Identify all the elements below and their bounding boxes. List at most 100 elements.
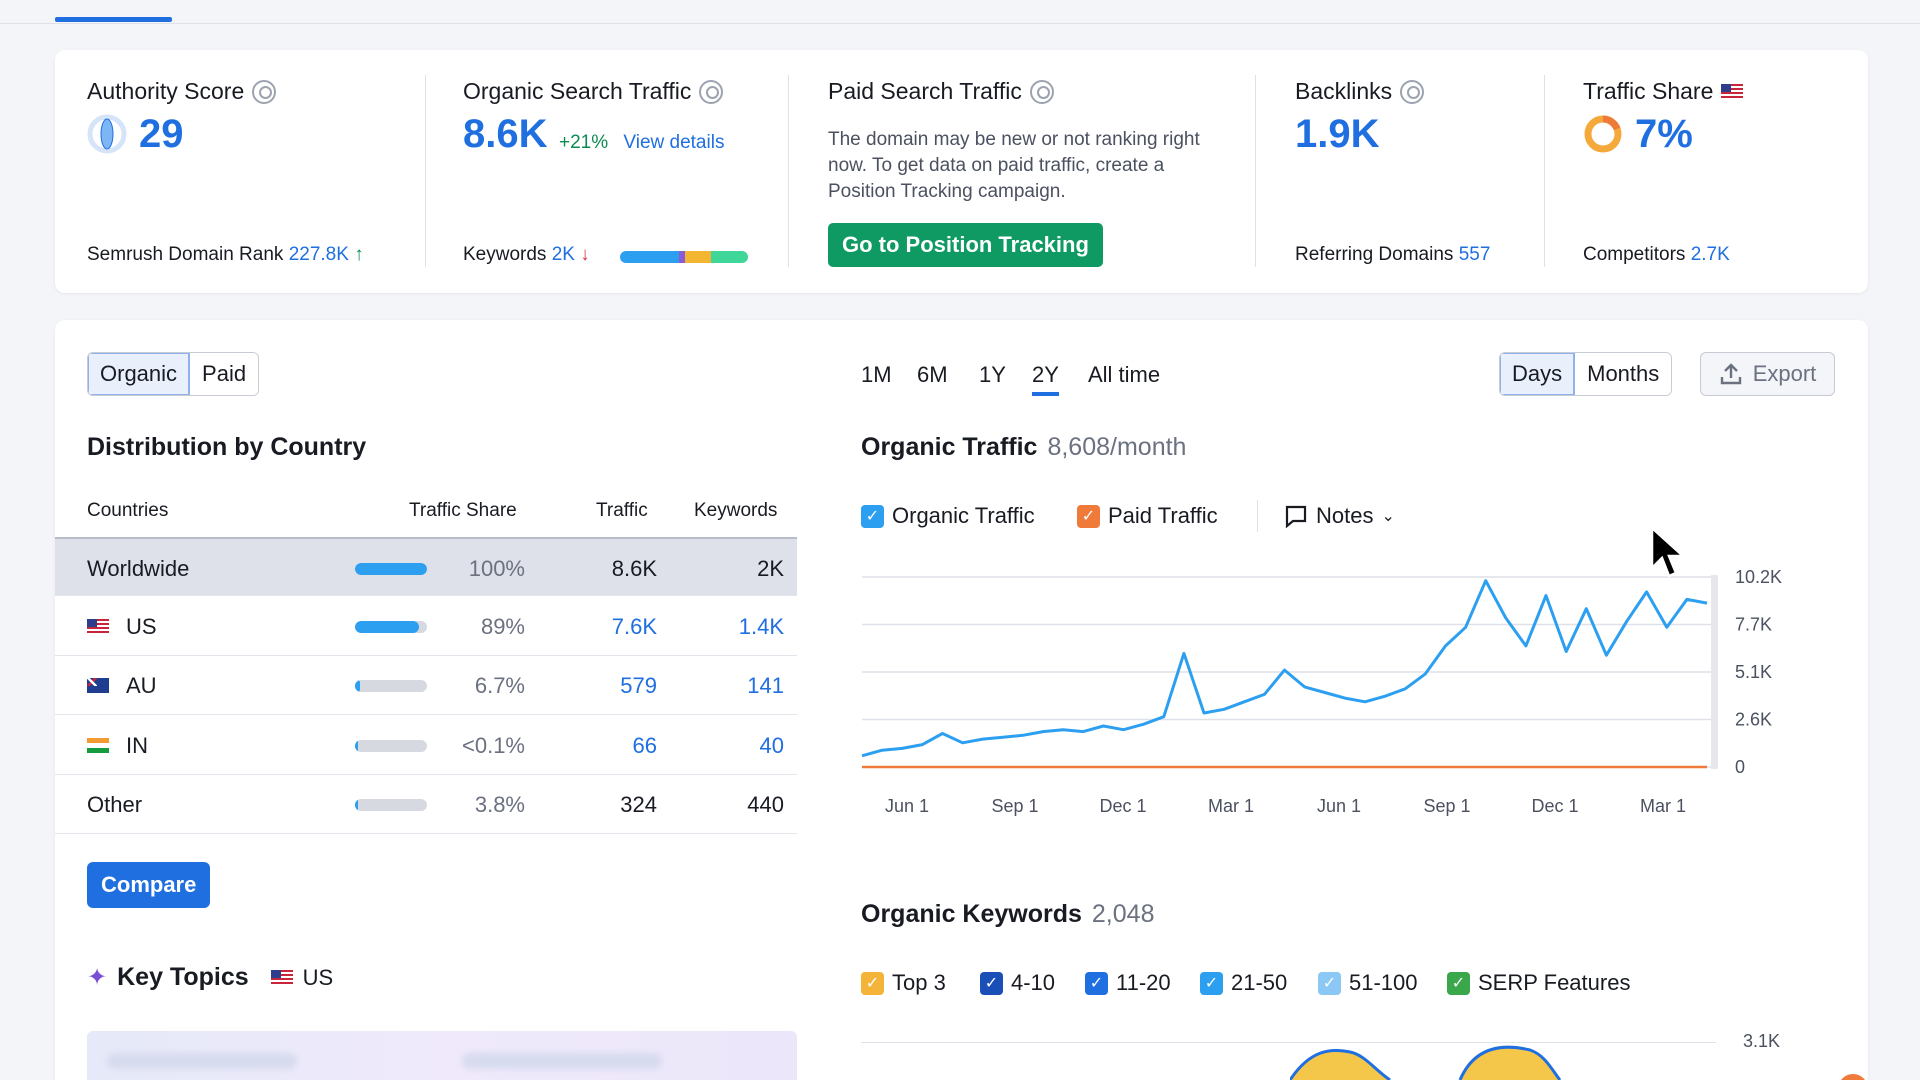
notes-label: Notes bbox=[1316, 503, 1374, 528]
paid-toggle-button[interactable]: Paid bbox=[190, 353, 259, 395]
keywords-value[interactable]: 1.4K bbox=[738, 613, 784, 639]
checkbox-checked-icon: ✓ bbox=[1200, 971, 1223, 995]
organic-traffic-title: Organic Search Traffic bbox=[463, 78, 724, 105]
organic-paid-toggle: Organic Paid bbox=[87, 352, 260, 396]
table-row[interactable]: US 89% 7.6K 1.4K bbox=[55, 597, 797, 656]
filter-label: 51-100 bbox=[1349, 970, 1418, 995]
traffic-share-widget: Traffic Share 7% Competitors 2.7K bbox=[1583, 50, 1853, 293]
keywords-distribution-bar bbox=[620, 251, 748, 263]
paid-traffic-title: Paid Search Traffic bbox=[828, 78, 1054, 105]
table-row[interactable]: IN <0.1% 66 40 bbox=[55, 716, 797, 775]
traffic-value[interactable]: 7.6K bbox=[611, 613, 657, 639]
bar-segment bbox=[678, 251, 686, 263]
checkbox-checked-icon: ✓ bbox=[980, 971, 1003, 995]
go-to-position-tracking-button[interactable]: Go to Position Tracking bbox=[828, 223, 1103, 267]
competitors-value[interactable]: 2.7K bbox=[1690, 244, 1730, 265]
series-line-organic-traffic[interactable] bbox=[861, 579, 1708, 758]
organic-traffic-change-group: +21% View details bbox=[559, 132, 724, 154]
traffic-share-label: Traffic Share bbox=[1583, 78, 1714, 104]
country-name: Other bbox=[87, 792, 143, 817]
export-button[interactable]: Export bbox=[1700, 352, 1835, 396]
export-label: Export bbox=[1752, 361, 1817, 386]
organic-traffic-value: 8.6K bbox=[463, 112, 548, 156]
traffic-share-value: 89% bbox=[480, 613, 525, 639]
us-flag-icon bbox=[1721, 84, 1744, 99]
traffic-share-title: Traffic Share bbox=[1583, 78, 1744, 105]
months-button[interactable]: Months bbox=[1575, 353, 1672, 395]
active-tab-indicator bbox=[55, 17, 172, 22]
chart-scroll-edge bbox=[1711, 575, 1718, 769]
traffic-share-value: 6.7% bbox=[474, 673, 525, 698]
country-name[interactable]: US bbox=[126, 613, 157, 639]
traffic-share-bar-fill bbox=[355, 620, 420, 633]
legend-organic-traffic[interactable]: ✓ Organic Traffic bbox=[861, 503, 1035, 529]
column-header-traffic[interactable]: Traffic bbox=[596, 500, 648, 521]
country-name[interactable]: IN bbox=[126, 732, 148, 758]
keyword-filter-21-50[interactable]: ✓ 21-50 bbox=[1200, 970, 1287, 996]
legend-paid-traffic[interactable]: ✓ Paid Traffic bbox=[1077, 503, 1218, 529]
column-header-keywords[interactable]: Keywords bbox=[694, 500, 778, 521]
domain-rank: Semrush Domain Rank 227.8K ↑ bbox=[87, 244, 364, 266]
range-2y-button[interactable]: 2Y bbox=[1032, 362, 1059, 396]
checkbox-checked-icon: ✓ bbox=[1318, 971, 1341, 995]
organic-traffic-widget: Organic Search Traffic 8.6K +21% View de… bbox=[463, 50, 793, 293]
country-name[interactable]: AU bbox=[126, 673, 157, 698]
keyword-filter-4-10[interactable]: ✓ 4-10 bbox=[980, 970, 1055, 996]
days-button[interactable]: Days bbox=[1500, 353, 1576, 395]
filter-label: SERP Features bbox=[1478, 970, 1631, 995]
keywords-subtitle: 2,048 bbox=[1091, 900, 1155, 928]
traffic-share-value: 3.8% bbox=[474, 792, 525, 817]
keyword-filter-11-20[interactable]: ✓ 11-20 bbox=[1085, 970, 1171, 996]
range-1y-button[interactable]: 1Y bbox=[979, 362, 1006, 387]
x-tick-label: Jun 1 bbox=[885, 796, 929, 816]
domain-rank-value[interactable]: 227.8K bbox=[288, 244, 349, 265]
divider bbox=[1255, 75, 1256, 267]
authority-score-widget: Authority Score 29 Semrush Domain Rank 2… bbox=[87, 50, 417, 293]
keywords-stat: Keywords 2K ↓ bbox=[463, 244, 590, 266]
range-6m-button[interactable]: 6M bbox=[917, 362, 948, 387]
key-topics-blurred-preview bbox=[87, 1031, 797, 1080]
compare-button[interactable]: Compare bbox=[87, 862, 211, 908]
divider bbox=[788, 75, 789, 267]
table-row[interactable]: Other 3.8% 324 440 bbox=[55, 775, 797, 834]
paid-traffic-label: Paid Search Traffic bbox=[828, 78, 1022, 104]
backlinks-label: Backlinks bbox=[1295, 78, 1393, 104]
au-flag-icon bbox=[87, 678, 109, 693]
referring-domains-value[interactable]: 557 bbox=[1458, 244, 1491, 265]
keyword-filter-serp-features[interactable]: ✓ SERP Features bbox=[1447, 970, 1630, 996]
info-icon[interactable] bbox=[699, 79, 724, 104]
keyword-filter-51-100[interactable]: ✓ 51-100 bbox=[1318, 970, 1418, 996]
keywords-chart-preview bbox=[1290, 1045, 1562, 1080]
range-all-time-button[interactable]: All time bbox=[1088, 362, 1161, 387]
country-name: Worldwide bbox=[87, 556, 190, 581]
key-topics-header: ✦ Key Topics US bbox=[87, 963, 333, 992]
range-1m-button[interactable]: 1M bbox=[861, 362, 892, 387]
authority-score-title: Authority Score bbox=[87, 78, 277, 105]
keyword-filter-top-3[interactable]: ✓ Top 3 bbox=[861, 970, 946, 996]
info-icon[interactable] bbox=[252, 79, 277, 104]
y-tick-label: 7.7K bbox=[1735, 615, 1772, 635]
traffic-share-bar bbox=[355, 563, 427, 575]
keywords-value[interactable]: 2K bbox=[551, 244, 575, 265]
view-details-link[interactable]: View details bbox=[623, 132, 725, 153]
y-tick-label: 0 bbox=[1735, 757, 1745, 777]
traffic-value[interactable]: 66 bbox=[632, 732, 657, 758]
authority-score-value: 29 bbox=[139, 112, 184, 156]
traffic-value[interactable]: 579 bbox=[620, 673, 657, 698]
bar-segment bbox=[685, 251, 711, 263]
info-icon[interactable] bbox=[1029, 79, 1054, 104]
mouse-cursor-icon bbox=[1650, 526, 1687, 578]
info-icon[interactable] bbox=[1400, 79, 1425, 104]
authority-gauge-icon bbox=[87, 114, 127, 154]
help-bubble-icon[interactable] bbox=[1838, 1074, 1868, 1080]
keywords-value[interactable]: 40 bbox=[759, 732, 784, 758]
chevron-down-icon: ⌄ bbox=[1381, 508, 1395, 525]
notes-dropdown[interactable]: Notes ⌄ bbox=[1284, 503, 1395, 529]
legend-paid-label: Paid Traffic bbox=[1108, 503, 1218, 528]
keywords-value[interactable]: 141 bbox=[747, 673, 784, 698]
column-header-traffic-share[interactable]: Traffic Share bbox=[409, 500, 517, 521]
divider bbox=[1257, 500, 1258, 532]
organic-toggle-button[interactable]: Organic bbox=[88, 353, 191, 395]
y-tick-label: 2.6K bbox=[1735, 710, 1772, 730]
table-row[interactable]: AU 6.7% 579 141 bbox=[55, 656, 797, 715]
